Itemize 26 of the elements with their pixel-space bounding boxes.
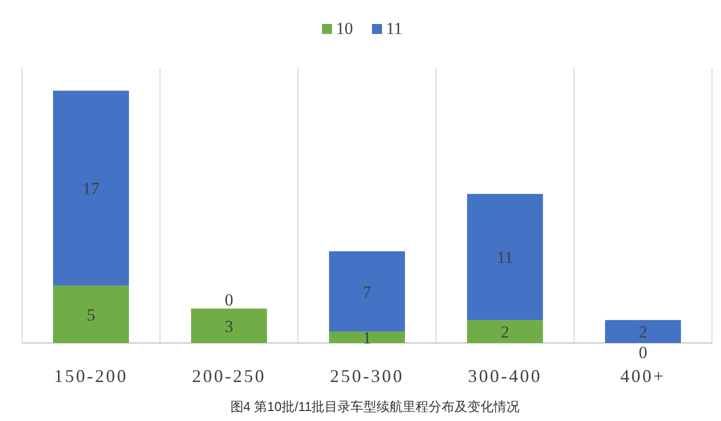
bar [329,332,405,343]
legend-label: 11 [386,19,402,38]
x-tick-label: 150-200 [54,366,128,386]
data-label: 0 [638,343,648,362]
bar [467,194,543,320]
bar [605,320,681,343]
x-tick-label: 300-400 [468,366,542,386]
bar [467,320,543,343]
bar [53,286,129,343]
caption: 图4 第10批/11批目录车型续航里程分布及变化情况 [230,399,520,414]
data-label: 5 [86,305,96,324]
data-label: 1 [362,328,372,348]
x-tick-label: 200-250 [192,366,266,386]
data-label: 0 [224,290,234,310]
bar [191,308,267,343]
data-label: 3 [224,316,234,336]
data-label: 2 [638,322,648,342]
data-label: 2 [500,322,510,342]
x-tick-label: 400+ [620,366,666,386]
data-label: 17 [82,179,100,198]
data-label: 11 [496,248,514,267]
data-label: 7 [362,282,372,302]
legend-label: 10 [336,19,353,38]
bar [53,90,129,286]
x-tick-label: 250-300 [330,366,404,386]
bar [329,251,405,332]
